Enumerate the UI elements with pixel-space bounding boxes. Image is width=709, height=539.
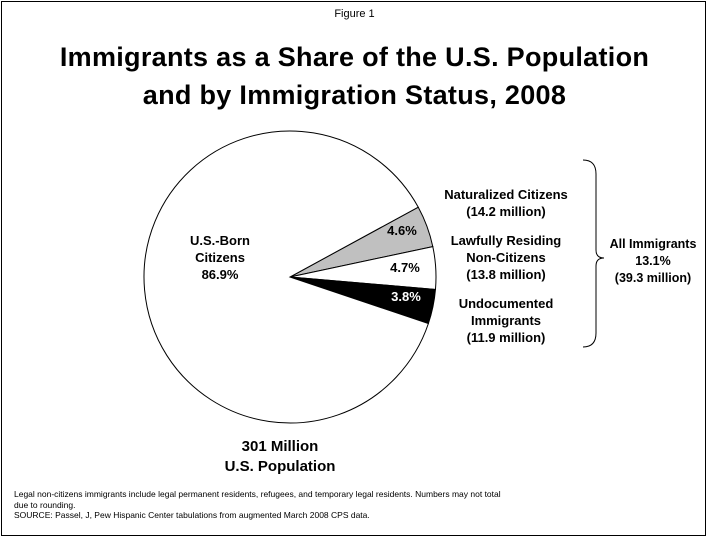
us-born-label-line-2: Citizens: [195, 250, 245, 265]
all-immigrants-line-3: (39.3 million): [614, 271, 692, 285]
all-immigrants-line-1: All Immigrants: [609, 237, 697, 251]
callout-lawful-line-3: (13.8 million): [466, 267, 546, 282]
callout-naturalized: Naturalized Citizens (14.2 million): [426, 186, 586, 220]
chart-title-line-2: and by Immigration Status, 2008: [142, 80, 567, 110]
total-population-label: 301 Million U.S. Population: [200, 437, 360, 477]
us-born-label-line-3: 86.9%: [201, 267, 239, 282]
footnote-line-2: due to rounding.: [14, 499, 76, 510]
callout-undocumented-line-2: Immigrants: [470, 313, 542, 328]
callout-naturalized-line-1: Naturalized Citizens: [444, 187, 568, 202]
callout-undocumented-line-3: (11.9 million): [466, 330, 546, 345]
us-born-label: U.S.-Born Citizens 86.9%: [170, 232, 270, 283]
all-immigrants-line-2: 13.1%: [635, 254, 671, 268]
footnote-line-1: Legal non-citizens immigrants include le…: [14, 489, 501, 499]
slice-label-undocumented: 3.8%: [391, 289, 421, 304]
callout-undocumented-line-1: Undocumented: [458, 296, 554, 311]
slice-label-naturalized: 4.6%: [387, 223, 417, 238]
callout-lawful: Lawfully Residing Non-Citizens (13.8 mil…: [426, 232, 586, 283]
figure-label: Figure 1: [334, 8, 375, 20]
callout-undocumented: Undocumented Immigrants (11.9 million): [426, 295, 586, 346]
callout-naturalized-line-2: (14.2 million): [466, 204, 546, 219]
slice-label-lawful: 4.7%: [390, 260, 420, 275]
callout-lawful-line-1: Lawfully Residing: [450, 233, 562, 248]
total-population-line-2: U.S. Population: [224, 458, 336, 475]
group-brace: [582, 159, 605, 348]
us-born-label-line-1: U.S.-Born: [190, 233, 250, 248]
chart-title-line-1: Immigrants as a Share of the U.S. Popula…: [59, 42, 650, 72]
all-immigrants-label: All Immigrants 13.1% (39.3 million): [600, 236, 706, 287]
footnote: Legal non-citizens immigrants include le…: [14, 489, 704, 521]
total-population-line-1: 301 Million: [241, 438, 319, 455]
callout-lawful-line-2: Non-Citizens: [466, 250, 546, 265]
pie-slice-us-born: [143, 130, 430, 424]
chart-title: Immigrants as a Share of the U.S. Popula…: [0, 38, 709, 114]
source-line: SOURCE: Passel, J, Pew Hispanic Center t…: [14, 510, 370, 520]
